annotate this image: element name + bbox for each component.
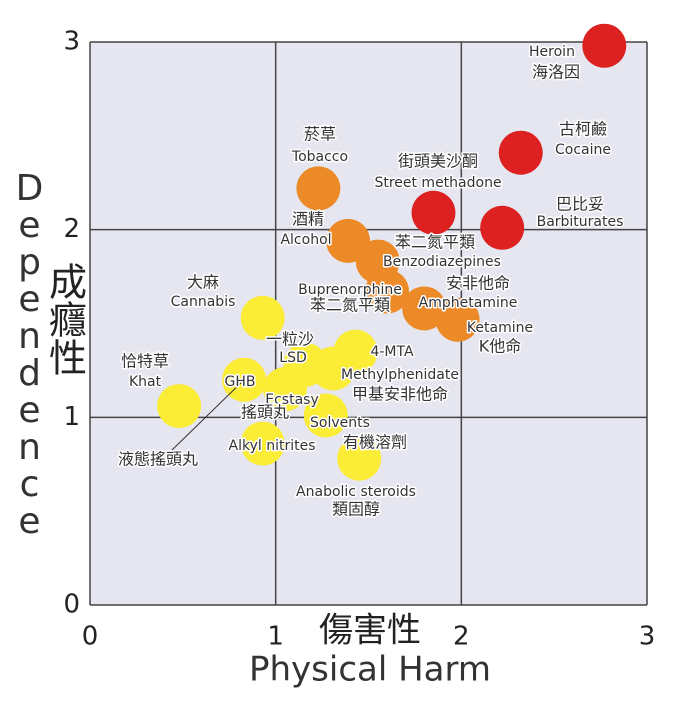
point-label: Cannabis: [171, 294, 236, 310]
point-label: Buprenorphine: [298, 282, 402, 298]
bubble: [411, 190, 456, 235]
plot-area: [90, 42, 647, 605]
bubble: [337, 436, 382, 481]
point-label-zh: 巴比妥: [556, 195, 604, 214]
bubble: [435, 297, 480, 342]
x-tick-label: 2: [453, 622, 470, 652]
point-label: 4-MTA: [370, 344, 414, 360]
x-tick-label: 1: [267, 622, 284, 652]
bubble: [582, 23, 627, 68]
bubble: [296, 166, 341, 211]
point-label: Street methadone: [374, 175, 501, 191]
bubble: [402, 286, 447, 331]
x-axis-title-zh: 傷害性: [319, 611, 421, 651]
point-label: Anabolic steroids: [296, 484, 416, 500]
point-label-zh: 恰特草: [121, 352, 169, 371]
point-label-zh: 苯二氮平類: [395, 233, 475, 252]
point-label: Ecstasy: [265, 392, 318, 408]
y-tick-label: 3: [63, 27, 80, 57]
point-label: Alkyl nitrites: [229, 438, 316, 454]
point-label: Barbiturates: [537, 214, 624, 230]
point-label-zh: 一粒沙: [266, 330, 314, 349]
y-axis-title-zh: 成癮性: [43, 262, 87, 376]
point-label: Methylphenidate: [341, 367, 459, 383]
bubble: [157, 384, 202, 429]
point-label: Cocaine: [555, 142, 611, 158]
bubble: [240, 421, 285, 466]
point-label-zh: 海洛因: [532, 63, 580, 82]
bubble: [365, 269, 410, 314]
bubble: [303, 393, 348, 438]
point-label: GHB: [225, 374, 256, 390]
point-label: Ketamine: [467, 320, 533, 336]
bubble: [480, 205, 525, 250]
bubble: [498, 130, 543, 175]
y-tick-label: 2: [63, 214, 80, 244]
point-label-zh: 街頭美沙酮: [398, 152, 478, 171]
point-label: Tobacco: [291, 149, 348, 165]
point-label-zh: 搖頭丸: [241, 403, 289, 422]
point-label: Alcohol: [280, 232, 331, 248]
point-label-zh: 有機溶劑: [343, 433, 407, 452]
leader-line: [171, 379, 245, 451]
x-tick-label: 3: [639, 622, 656, 652]
y-tick-label: 0: [63, 590, 80, 620]
bubble: [240, 295, 285, 340]
point-label-zh: 液態搖頭丸: [118, 450, 198, 469]
bubble: [311, 346, 356, 391]
point-label: LSD: [279, 350, 306, 366]
point-label-zh: 菸草: [304, 125, 336, 144]
point-label: Benzodiazepines: [383, 254, 501, 270]
y-tick-label: 1: [63, 402, 80, 432]
point-label-zh: 大麻: [187, 273, 219, 292]
point-label-zh: 甲基安非他命: [352, 385, 448, 404]
point-label-zh: K他命: [479, 337, 522, 356]
point-label-zh: 苯二氮平類: [310, 296, 390, 315]
point-label-zh: 安非他命: [446, 274, 510, 293]
point-label: Amphetamine: [419, 295, 518, 311]
point-label-zh: 古柯鹼: [559, 120, 607, 139]
point-label-zh: 類固醇: [332, 500, 380, 519]
point-label: Khat: [129, 374, 162, 390]
x-tick-label: 0: [82, 622, 99, 652]
x-axis-title: Physical Harm: [249, 650, 491, 690]
y-axis-title: Dependence: [9, 168, 50, 538]
point-label-zh: 酒精: [292, 210, 324, 229]
bubble: [262, 367, 307, 412]
point-label: Solvents: [310, 415, 370, 431]
point-label: Heroin: [529, 44, 575, 60]
